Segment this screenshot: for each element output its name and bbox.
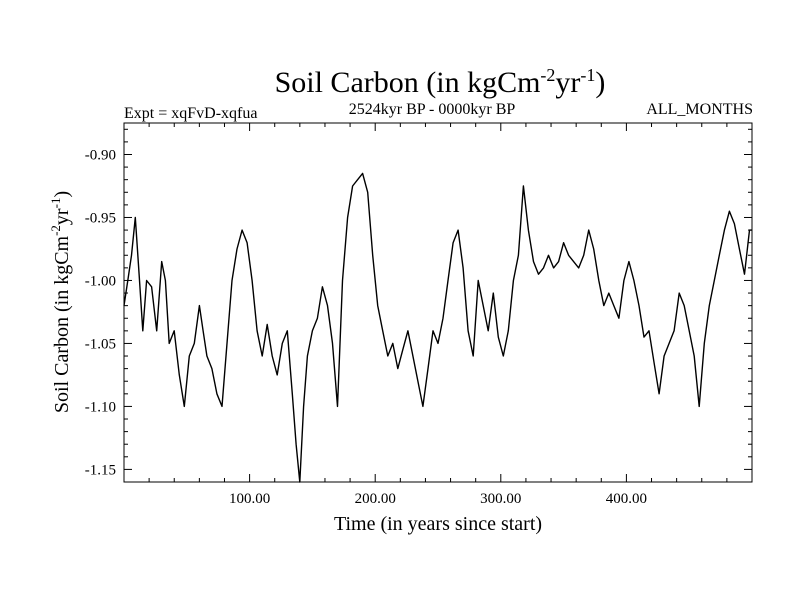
chart-title-exp2: -1 <box>580 65 595 85</box>
axis-ticks <box>124 123 752 482</box>
axis-tick-labels: 100.00 200.00 300.00 400.00 -0.90 -0.95 -1.00 -… <box>85 147 647 507</box>
chart-title-end: ) <box>595 66 605 99</box>
x-tick-label: 200.00 <box>355 491 396 507</box>
y-axis-label-exp1: -2 <box>48 225 63 236</box>
y-tick-label: -0.95 <box>85 210 116 226</box>
x-tick-label: 400.00 <box>606 491 647 507</box>
chart-title-exp1: -2 <box>540 65 555 85</box>
y-tick-label: -1.05 <box>85 336 116 352</box>
subtitle-center: 2524kyr BP - 0000kyr BP <box>349 101 516 118</box>
y-axis-label-mid: yr <box>51 208 73 225</box>
subtitle-right: ALL_MONTHS <box>646 101 753 118</box>
x-axis-label: Time (in years since start) <box>334 513 542 535</box>
y-axis-label-exp2: -1 <box>48 198 63 209</box>
chart-title: Soil Carbon (in kgCm-2yr-1) <box>275 65 606 99</box>
y-axis-label-end: ) <box>51 191 73 198</box>
chart-title-mid: yr <box>555 66 580 99</box>
chart-title-base: Soil Carbon (in kgCm <box>275 66 541 99</box>
y-tick-label: -1.10 <box>85 399 116 415</box>
y-tick-label: -0.90 <box>85 147 116 163</box>
y-tick-label: -1.15 <box>85 462 116 478</box>
series-line-soil-carbon <box>123 172 752 483</box>
plot-area-frame <box>123 122 753 483</box>
subtitle-left: Expt = xqFvD-xqfua <box>124 105 257 122</box>
x-tick-label: 100.00 <box>229 491 270 507</box>
y-tick-label: -1.00 <box>85 273 116 289</box>
x-tick-label: 300.00 <box>480 491 521 507</box>
y-axis-label-base: Soil Carbon (in kgCm <box>51 235 73 413</box>
y-axis-label: Soil Carbon (in kgCm-2yr-1) <box>48 191 73 413</box>
